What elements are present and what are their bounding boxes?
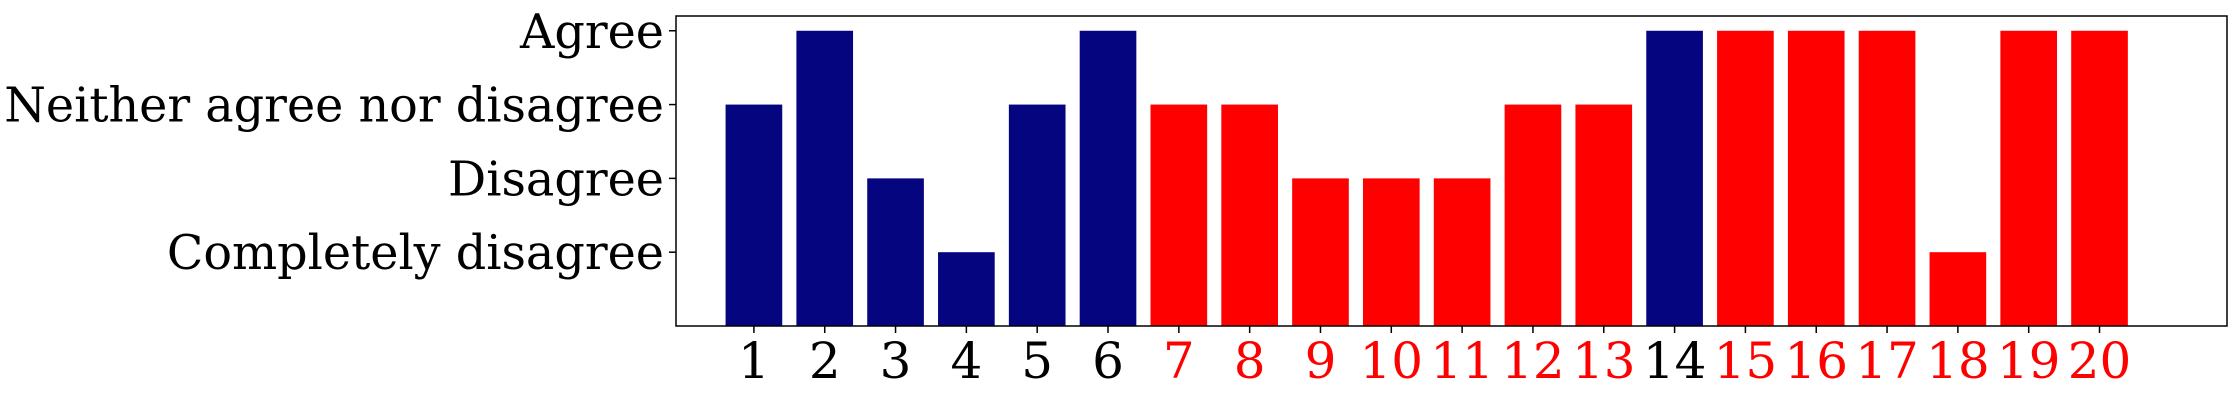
bar-17 (1858, 30, 1916, 327)
bar-19 (2000, 30, 2058, 327)
bar-6 (1079, 30, 1137, 327)
x-tick-label-17: 17 (1855, 332, 1919, 390)
bar-10 (1362, 178, 1420, 326)
bar-12 (1504, 104, 1562, 326)
x-tick-label-8: 8 (1234, 332, 1266, 390)
bar-15 (1717, 30, 1774, 327)
x-tick-label-18: 18 (1926, 332, 1990, 390)
x-tick-label-2: 2 (809, 332, 841, 390)
x-tick-label-20: 20 (2068, 332, 2132, 390)
bar-16 (1787, 30, 1845, 327)
y-tick-label: Completely disagree (167, 226, 664, 281)
bar-18 (1929, 252, 1987, 326)
x-tick-label-10: 10 (1359, 332, 1423, 390)
y-tick-label: Neither agree nor disagree (4, 79, 664, 134)
x-axis-ticks: 1 2 3 4 5 6 7 8 9 10 11 12 13 14 15 16 17 18 19 20 (738, 326, 2131, 390)
bar-20 (2071, 30, 2128, 327)
x-tick-label-15: 15 (1714, 332, 1778, 390)
bars-group (725, 30, 2128, 327)
x-tick-label-14: 14 (1643, 332, 1707, 390)
bar-5 (1008, 104, 1066, 326)
bar-3 (867, 178, 924, 326)
bar-8 (1221, 104, 1278, 326)
x-tick-label-4: 4 (950, 332, 982, 390)
x-tick-label-12: 12 (1501, 332, 1565, 390)
bar-14 (1646, 30, 1703, 327)
bar-1 (725, 104, 783, 326)
x-tick-label-13: 13 (1572, 332, 1636, 390)
bar-4 (938, 252, 995, 326)
bar-9 (1292, 178, 1349, 326)
bar-13 (1575, 104, 1633, 326)
x-tick-label-3: 3 (880, 332, 912, 390)
x-tick-label-6: 6 (1092, 332, 1124, 390)
bar-7 (1150, 104, 1208, 326)
y-axis-ticks: Completely disagree Disagree Neither agree… (4, 5, 676, 281)
bar-11 (1433, 178, 1491, 326)
x-tick-label-19: 19 (1997, 332, 2061, 390)
bar-2 (796, 30, 854, 327)
plot-frame (675, 15, 2228, 327)
x-tick-label-11: 11 (1430, 332, 1494, 390)
x-tick-label-1: 1 (738, 332, 770, 390)
x-tick-label-7: 7 (1163, 332, 1195, 390)
x-tick-label-9: 9 (1305, 332, 1337, 390)
y-tick-label: Disagree (448, 152, 664, 207)
x-tick-label-16: 16 (1784, 332, 1848, 390)
x-tick-label-5: 5 (1021, 332, 1053, 390)
y-tick-label: Agree (519, 5, 664, 60)
